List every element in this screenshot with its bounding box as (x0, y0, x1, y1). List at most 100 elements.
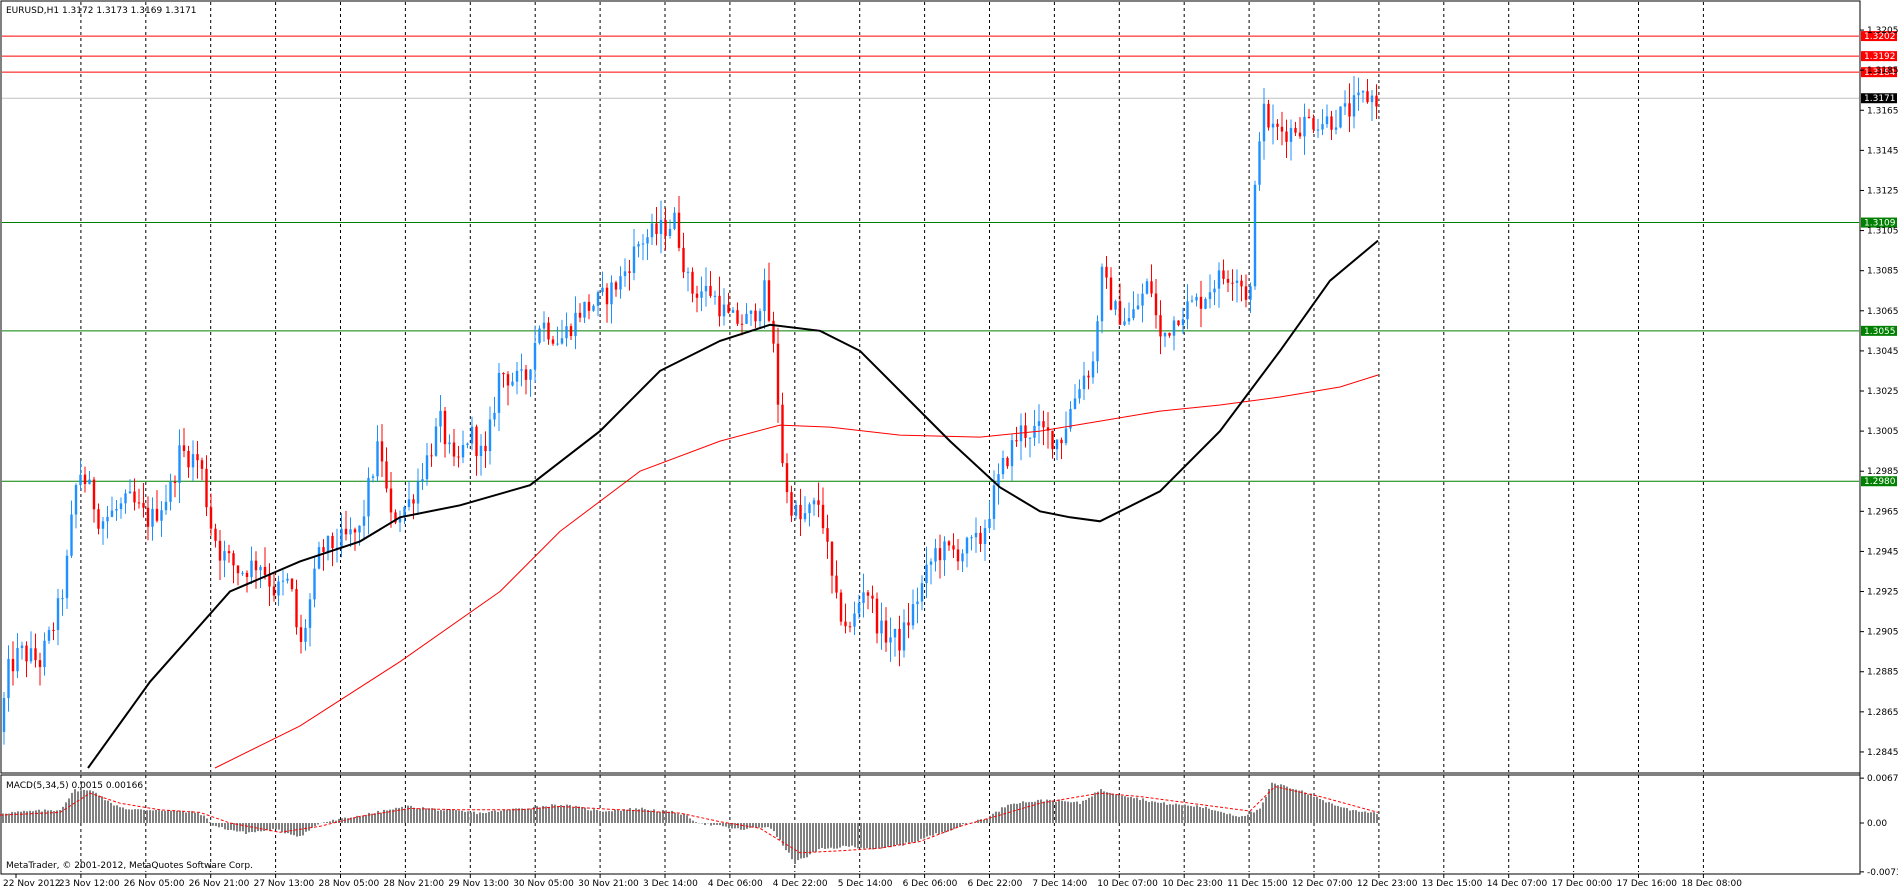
candle-body-up (1343, 103, 1347, 107)
candle-body-up (106, 516, 109, 522)
candle-body-down (227, 551, 231, 554)
candle-body-up (1181, 319, 1185, 326)
price-axis-labels: 1.3205 1.3185 1.3165 1.3145 1.3125 1.3105 1.30… (1860, 26, 1898, 878)
candle-body-up (1091, 361, 1095, 378)
candle-body-up (349, 529, 352, 535)
candle-body-up (119, 503, 123, 510)
candle-body-up (2, 698, 6, 732)
candle-body-up (970, 537, 973, 539)
candle-body-down (1267, 103, 1270, 128)
candle-body-down (173, 481, 177, 484)
candle-body-down (1154, 293, 1158, 316)
candle-body-up (110, 510, 114, 517)
candle-body-down (502, 372, 505, 375)
candle-body-up (974, 532, 978, 538)
candle-body-up (466, 443, 469, 445)
candle-body-up (862, 592, 865, 604)
candle-body-up (1253, 184, 1257, 287)
price-level-tag (1861, 51, 1897, 62)
time-tick-label: 23 Nov 12:00 (59, 879, 120, 889)
candle-body-down (956, 549, 960, 562)
candle-body-up (722, 304, 726, 317)
candle-body-down (1177, 320, 1180, 326)
candle-body-up (574, 312, 577, 337)
candle-body-down (245, 572, 249, 578)
candle-body-down (236, 565, 240, 574)
candle-body-down (209, 507, 213, 529)
candle-body-up (1114, 301, 1117, 310)
moving-averages (87, 239, 1379, 769)
candle-body-down (790, 492, 793, 516)
candle-body-up (250, 560, 253, 578)
candle-body-up (304, 627, 307, 642)
candle-body-down (385, 461, 388, 489)
candle-body-up (704, 285, 708, 292)
candle-body-up (169, 481, 172, 502)
candle-body-up (592, 305, 595, 311)
candle-body-down (475, 426, 478, 457)
candle-body-up (515, 370, 519, 382)
candle-body-down (1087, 375, 1090, 378)
candle-body-down (187, 450, 190, 468)
candle-body-up (479, 445, 483, 457)
candle-body-up (542, 322, 546, 329)
time-tick-label: 12 Dec 23:00 (1357, 879, 1418, 889)
price-tick-label: 1.3205 (1867, 26, 1898, 36)
price-level-label: 1.3055 (1864, 327, 1896, 337)
candle-body-down (1006, 457, 1009, 467)
candle-body-down (1276, 123, 1279, 127)
horizontal-levels[interactable]: 1.3202 1.3192 1.3184 1.3109 1.3055 1.2980 1.31… (2, 31, 1897, 487)
candle-body-down (1231, 282, 1234, 284)
candle-body-up (1064, 428, 1068, 444)
candle-body-up (1073, 398, 1077, 409)
candle-body-down (394, 512, 397, 523)
price-tick-label: 1.3085 (1867, 267, 1898, 277)
price-level-label: 1.2980 (1864, 477, 1896, 487)
candle-body-up (470, 426, 474, 444)
time-tick-label: 30 Nov 21:00 (578, 879, 639, 889)
candle-body-up (61, 598, 64, 600)
candle-body-up (1186, 301, 1189, 320)
candle-body-up (749, 310, 753, 314)
candle-body-up (556, 343, 559, 345)
candle-body-down (1280, 126, 1284, 132)
candle-body-up (925, 564, 928, 584)
candle-body-down (754, 310, 757, 322)
candle-body-down (484, 445, 487, 452)
price-tick-label: 1.2945 (1867, 547, 1898, 557)
candle-body-down (331, 535, 334, 549)
candle-body-down (380, 441, 384, 462)
time-tick-label: 10 Dec 07:00 (1097, 879, 1158, 889)
candle-body-up (407, 499, 411, 507)
time-tick-label: 6 Dec 06:00 (903, 879, 958, 889)
candle-body-down (695, 293, 699, 298)
candle-body-down (839, 592, 843, 622)
price-tick-label: 1.3185 (1867, 66, 1898, 76)
candle-body-up (1028, 437, 1032, 439)
candle-body-down (52, 629, 55, 631)
candle-body-up (619, 276, 622, 290)
candle-body-down (146, 507, 150, 527)
candle-body-up (43, 640, 46, 668)
candle-body-up (745, 313, 748, 324)
candle-body-up (362, 516, 366, 526)
time-tick-label: 6 Dec 22:00 (968, 879, 1023, 889)
macd-signal-line (0, 786, 1379, 854)
candle-body-down (1060, 439, 1063, 444)
candle-body-up (758, 311, 762, 322)
candle-body-down (299, 627, 303, 642)
candle-body-down (38, 660, 42, 668)
price-level-label: 1.3109 (1864, 219, 1896, 229)
candle-body-down (430, 455, 433, 457)
candle-body-down (1240, 280, 1243, 287)
time-tick-label: 28 Nov 05:00 (319, 879, 380, 889)
candles-layer (2, 75, 1378, 745)
candle-body-up (461, 444, 465, 458)
time-tick-label: 26 Nov 05:00 (124, 879, 185, 889)
candle-body-up (893, 628, 897, 638)
candle-body-up (1249, 286, 1252, 300)
candle-body-down (322, 547, 325, 552)
candle-body-up (1352, 95, 1356, 117)
candle-body-up (178, 445, 181, 484)
